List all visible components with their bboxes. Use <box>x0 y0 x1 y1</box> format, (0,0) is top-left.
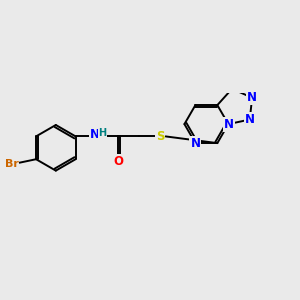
Text: N: N <box>224 118 234 130</box>
Text: S: S <box>156 130 164 143</box>
Text: Br: Br <box>4 159 18 169</box>
Text: N: N <box>190 136 200 150</box>
Text: O: O <box>113 155 123 168</box>
Text: N: N <box>90 128 100 141</box>
Text: N: N <box>245 113 255 126</box>
Text: H: H <box>98 128 106 138</box>
Text: N: N <box>247 91 257 104</box>
